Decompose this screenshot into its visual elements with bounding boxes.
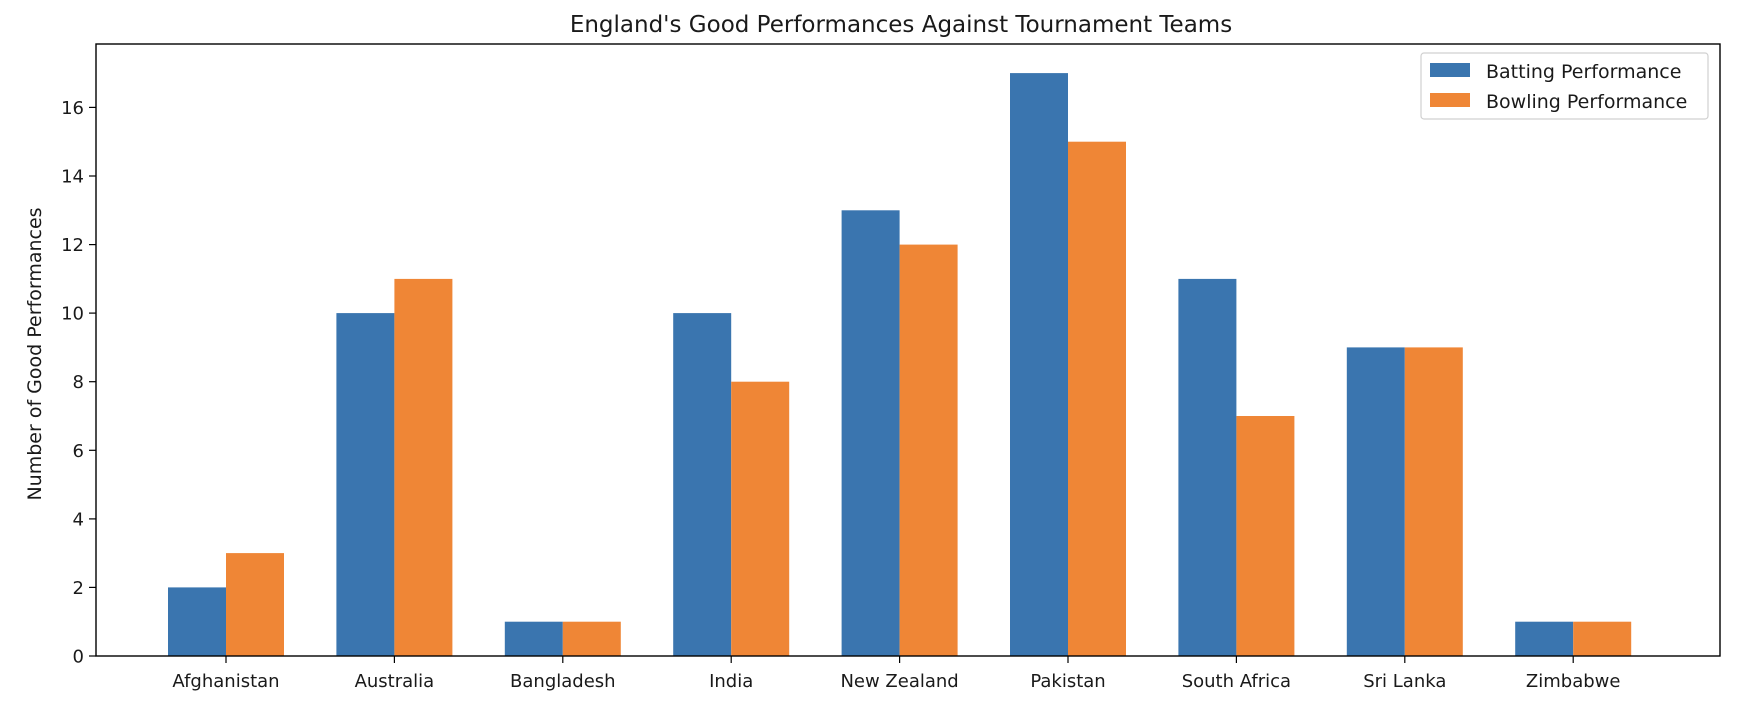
bar-bowling-pakistan [1068, 141, 1126, 656]
x-tick-label: New Zealand [840, 671, 958, 692]
bar-bowling-sri-lanka [1404, 347, 1463, 656]
bar-bowling-new-zealand [899, 244, 958, 656]
bar-bowling-bangladesh [562, 621, 621, 656]
bar-batting-zimbabwe [1515, 621, 1574, 656]
bar-batting-australia [336, 313, 395, 656]
bar-batting-new-zealand [841, 210, 900, 657]
legend-swatch-bowling [1430, 93, 1470, 107]
bar-batting-pakistan [1010, 73, 1068, 657]
bar-bowling-india [731, 381, 790, 656]
x-tick-label: Australia [355, 671, 435, 692]
bar-bowling-zimbabwe [1573, 621, 1632, 656]
bar-batting-india [673, 313, 732, 656]
bar-batting-sri-lanka [1346, 347, 1405, 656]
x-tick-label: Sri Lanka [1363, 671, 1446, 692]
x-axis-ticks: Afghanistan Australia Bangladesh India New Z… [172, 656, 1620, 692]
y-axis-ticks: 0 2 4 6 8 10 12 14 16 [61, 98, 96, 668]
y-tick-label: 6 [73, 441, 84, 462]
bars-layer [168, 73, 1632, 657]
bar-batting-bangladesh [504, 621, 563, 656]
y-tick-label: 0 [73, 647, 84, 668]
x-tick-label: Zimbabwe [1526, 671, 1621, 692]
bar-bowling-south-africa [1236, 416, 1295, 656]
x-tick-label: India [709, 671, 753, 692]
y-tick-label: 8 [73, 372, 84, 393]
legend-box [1420, 52, 1709, 120]
plot-area-frame [95, 43, 1721, 657]
bar-bowling-afghanistan [226, 553, 284, 656]
x-tick-label: Pakistan [1030, 671, 1105, 692]
x-tick-label: Bangladesh [510, 671, 616, 692]
bar-bowling-australia [394, 278, 453, 656]
bar-batting-south-africa [1178, 278, 1237, 656]
legend-label-batting: Batting Performance [1486, 61, 1681, 83]
legend-label-bowling: Bowling Performance [1486, 91, 1687, 113]
x-tick-label: Afghanistan [172, 671, 279, 692]
y-tick-label: 14 [61, 167, 84, 188]
y-tick-label: 2 [73, 578, 84, 599]
bar-batting-afghanistan [168, 587, 226, 656]
y-tick-label: 10 [61, 304, 84, 325]
x-tick-label: South Africa [1182, 671, 1291, 692]
chart-title: England's Good Performances Against Tour… [570, 12, 1232, 38]
y-tick-label: 12 [61, 235, 84, 256]
legend-swatch-batting [1430, 63, 1470, 77]
y-tick-label: 4 [73, 509, 84, 530]
y-axis-label: Number of Good Performances [24, 207, 46, 500]
y-tick-label: 16 [61, 98, 84, 119]
legend: Batting Performance Bowling Performance [1420, 52, 1709, 120]
